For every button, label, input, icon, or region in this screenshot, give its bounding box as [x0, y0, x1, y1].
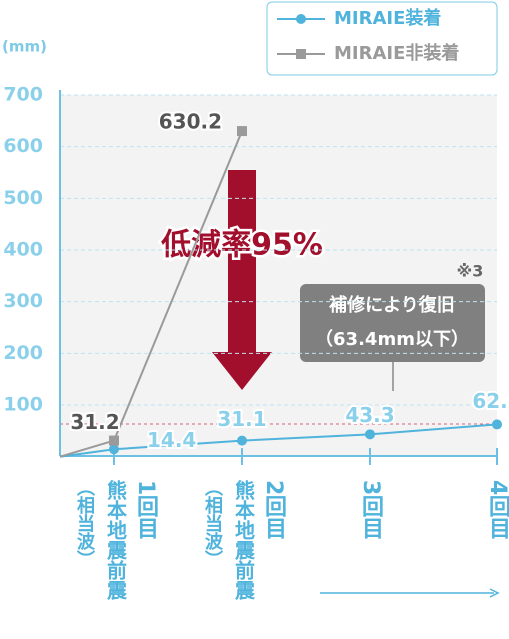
callout-text: （63.4mm以下）	[315, 329, 469, 350]
legend-label: MIRAIE装着	[334, 7, 441, 29]
data-point	[492, 419, 502, 430]
x-tick-subtitle: 熊本地震前震	[104, 479, 128, 601]
data-label: 62.5	[472, 389, 509, 413]
x-tick-label: 4回目	[485, 480, 509, 540]
legend: MIRAIE装着 MIRAIE非装着	[277, 7, 459, 64]
x-tick-note: （相当波）	[74, 478, 95, 568]
data-label: 630.2	[159, 110, 222, 134]
callout-box	[300, 284, 485, 362]
reduction-arrow	[212, 170, 272, 390]
x-tick-label: 1回目	[133, 480, 158, 540]
reduction-label: 低減率95%	[160, 228, 323, 263]
footnote: ※3	[457, 262, 484, 281]
y-tick-label: 100	[3, 394, 43, 416]
callout-text: 補修により復旧	[328, 294, 455, 316]
x-tick-note: （相当波）	[202, 478, 223, 568]
x-tick-label: 2回目	[261, 480, 286, 540]
legend-marker	[296, 14, 306, 24]
x-tick-label: 3回目	[358, 480, 383, 540]
y-tick-label: 400	[3, 239, 43, 261]
data-label: 14.4	[147, 428, 196, 452]
data-point	[237, 435, 247, 446]
data-label: 31.2	[70, 410, 119, 434]
data-label: 43.3	[345, 403, 394, 427]
legend-box	[266, 1, 498, 76]
data-point	[365, 429, 375, 440]
data-point	[109, 444, 119, 455]
data-point	[237, 126, 247, 137]
y-tick-label: 700	[3, 84, 43, 106]
y-unit: (mm)	[2, 38, 47, 56]
x-tick-subtitle: 熊本地震前震	[232, 479, 256, 601]
legend-label: MIRAIE非装着	[334, 42, 459, 64]
y-tick-label: 200	[3, 342, 43, 364]
progress-arrow-head	[489, 588, 500, 598]
y-tick-label: 300	[3, 290, 43, 312]
legend-marker	[296, 49, 306, 59]
y-tick-label: 500	[3, 187, 43, 209]
data-point	[109, 435, 119, 446]
y-tick-label: 600	[3, 135, 43, 157]
plot-background	[60, 95, 497, 455]
data-label: 31.1	[217, 407, 266, 431]
